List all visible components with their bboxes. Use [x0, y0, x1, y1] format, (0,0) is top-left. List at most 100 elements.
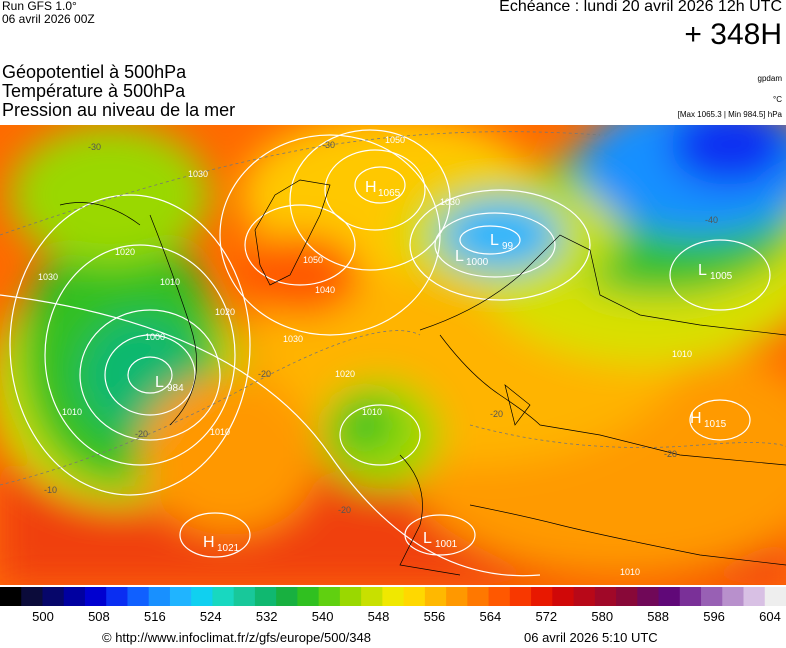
scale-label: 556: [423, 609, 446, 624]
center-value: 1001: [435, 539, 458, 550]
source-url[interactable]: © http://www.infoclimat.fr/z/gfs/europe/…: [102, 630, 371, 645]
scale-label: 564: [479, 609, 502, 624]
scale-label: 588: [647, 609, 669, 624]
pressure-center-labels: H 1065 L 1000 L 99 L 1005 L 984 H 1015 H…: [155, 179, 733, 554]
center-value: 1065: [378, 188, 401, 199]
center-l-label: L: [698, 262, 707, 279]
scale-swatch: [509, 587, 532, 606]
scale-swatch: [233, 587, 256, 606]
center-h-label: H: [690, 410, 702, 427]
svg-text:1010: 1010: [160, 277, 180, 287]
center-l-label: L: [455, 248, 464, 265]
svg-text:1050: 1050: [303, 255, 323, 265]
svg-text:1030: 1030: [188, 169, 208, 179]
scale-swatch: [637, 587, 660, 606]
scale-swatch: [679, 587, 702, 606]
scale-swatch: [297, 587, 320, 606]
center-value: 1000: [466, 257, 489, 268]
scale-swatch: [594, 587, 617, 606]
scale-swatch: [743, 587, 766, 606]
scale-label: 596: [703, 609, 725, 624]
scale-swatch: [403, 587, 426, 606]
scale-swatch: [382, 587, 405, 606]
center-value: 1015: [704, 419, 727, 430]
svg-text:1000: 1000: [145, 332, 165, 342]
scale-swatch: [424, 587, 447, 606]
svg-text:1010: 1010: [62, 407, 82, 417]
svg-text:1040: 1040: [315, 285, 335, 295]
scale-label: 540: [311, 609, 334, 624]
scale-label: 508: [88, 609, 110, 624]
color-scale-bar: [0, 587, 786, 606]
scale-swatch: [63, 587, 86, 606]
scale-swatch: [127, 587, 150, 606]
scale-swatch: [573, 587, 596, 606]
layer-title-temperature: Température à 500hPa: [2, 81, 186, 101]
isotherms: [0, 131, 786, 486]
center-value: 99: [502, 241, 514, 252]
forecast-horizon: + 348H: [684, 18, 782, 51]
scale-swatch: [658, 587, 681, 606]
svg-text:1020: 1020: [115, 247, 135, 257]
forecast-valid-time: Echéance : lundi 20 avril 2026 12h UTC: [499, 0, 782, 15]
scale-label: 580: [591, 609, 614, 624]
color-scale-labels: 500 508 516 524 532 540 548 556 564 572 580 588 596 6…: [0, 609, 786, 627]
scale-swatch: [0, 587, 22, 606]
unit-gpdam-label: gpdam: [757, 74, 782, 83]
svg-text:-30: -30: [322, 140, 335, 150]
scale-swatch: [212, 587, 235, 606]
scale-swatch: [446, 587, 468, 606]
scale-swatch: [701, 587, 723, 606]
scale-label: 572: [535, 609, 558, 624]
svg-text:1030: 1030: [440, 197, 460, 207]
layer-title-geopotential: Géopotentiel à 500hPa: [2, 62, 187, 82]
scale-swatch: [531, 587, 553, 606]
center-l-label: L: [423, 530, 432, 547]
center-h-label: H: [203, 534, 215, 551]
center-h-label: H: [365, 179, 377, 196]
center-l-label: L: [155, 374, 164, 391]
run-model-label: Run GFS 1.0°: [2, 0, 77, 13]
svg-text:1020: 1020: [215, 307, 235, 317]
scale-swatch: [764, 587, 786, 606]
svg-text:-30: -30: [88, 142, 101, 152]
svg-text:-20: -20: [664, 449, 677, 459]
svg-text:-20: -20: [258, 369, 271, 379]
svg-text:-20: -20: [135, 429, 148, 439]
scale-swatch: [361, 587, 383, 606]
isobar-value-labels: 1050 1030 1020 1010 1000 1050 1040 1030 …: [38, 135, 692, 577]
generation-date: 06 avril 2026 5:10 UTC: [524, 630, 658, 645]
svg-text:-10: -10: [44, 485, 57, 495]
center-value: 1005: [710, 271, 733, 282]
center-value: 1021: [217, 543, 240, 554]
svg-text:-40: -40: [705, 215, 718, 225]
scale-swatch: [318, 587, 341, 606]
svg-text:1010: 1010: [362, 407, 382, 417]
scale-swatch: [106, 587, 128, 606]
scale-swatch: [722, 587, 745, 606]
scale-label: 500: [32, 609, 54, 624]
scale-swatch: [84, 587, 107, 606]
scale-label: 524: [199, 609, 222, 624]
center-value: 984: [167, 383, 184, 394]
scale-swatch: [42, 587, 65, 606]
svg-text:-20: -20: [490, 409, 503, 419]
scale-swatch: [191, 587, 213, 606]
scale-label: 604: [759, 609, 781, 624]
scale-label: 532: [255, 609, 278, 624]
svg-text:1030: 1030: [38, 272, 58, 282]
weather-map[interactable]: H 1065 L 1000 L 99 L 1005 L 984 H 1015 H…: [0, 125, 786, 585]
scale-label: 516: [143, 609, 166, 624]
coastlines: [59, 179, 786, 576]
scale-swatch: [552, 587, 575, 606]
scale-swatch: [148, 587, 171, 606]
scale-swatch: [467, 587, 490, 606]
center-l-label: L: [490, 232, 499, 249]
scale-swatch: [616, 587, 638, 606]
scale-swatch: [339, 587, 362, 606]
svg-text:1010: 1010: [620, 567, 640, 577]
temperature-value-labels: -30 -30 -20 -20 -20 -20 -20 -10 -40: [44, 140, 718, 515]
layer-title-pressure: Pression au niveau de la mer: [2, 100, 236, 120]
scale-swatch: [169, 587, 192, 606]
unit-celsius-label: °C: [773, 95, 782, 104]
